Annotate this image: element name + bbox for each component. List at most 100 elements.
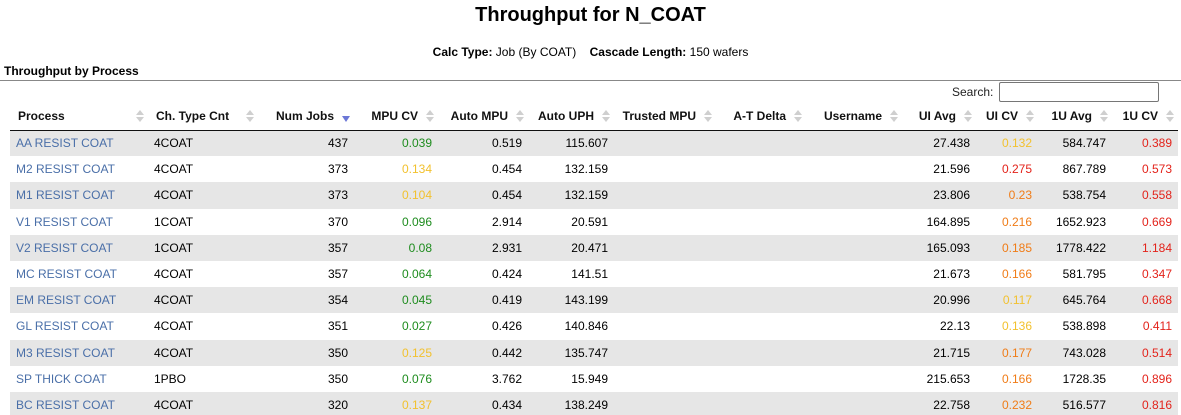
- cell-at-delta: [716, 182, 806, 209]
- cell-ui-cv: 0.232: [976, 391, 1038, 415]
- column-header-u1-cv[interactable]: 1U CV: [1112, 102, 1178, 131]
- cell-u1-avg: 1778.422: [1038, 234, 1112, 261]
- sort-icon[interactable]: [890, 110, 898, 123]
- cell-mpu-cv: 0.045: [354, 287, 438, 314]
- cell-username: [806, 234, 902, 261]
- cell-ui-cv: 0.136: [976, 313, 1038, 340]
- sort-icon[interactable]: [516, 110, 524, 123]
- column-header-label: MPU CV: [371, 108, 418, 123]
- process-link[interactable]: M1 RESIST COAT: [16, 188, 115, 203]
- column-header-username[interactable]: Username: [806, 102, 902, 131]
- process-link[interactable]: SP THICK COAT: [16, 371, 107, 386]
- column-header-label: UI CV: [985, 108, 1018, 123]
- column-header-label: Username: [823, 108, 882, 123]
- cell-num-jobs: 357: [258, 234, 354, 261]
- table-row: M2 RESIST COAT 4COAT 373 0.134 0.454 132.159 2…: [10, 156, 1178, 183]
- process-link[interactable]: M3 RESIST COAT: [16, 345, 115, 360]
- cell-trusted-mpu: [614, 339, 716, 366]
- cell-ch-type-cnt: 4COAT: [148, 130, 258, 157]
- process-link[interactable]: GL RESIST COAT: [16, 319, 114, 334]
- table-row: MC RESIST COAT 4COAT 357 0.064 0.424 141.51 21…: [10, 260, 1178, 288]
- cell-auto-mpu: 0.519: [438, 130, 528, 157]
- sort-icon[interactable]: [1100, 110, 1108, 123]
- column-header-label: Auto MPU: [450, 108, 508, 123]
- cell-num-jobs: 437: [258, 130, 354, 157]
- process-link[interactable]: M2 RESIST COAT: [16, 162, 115, 177]
- sort-icon[interactable]: [964, 110, 972, 123]
- calc-info-line: Calc Type: Job (By COAT) Cascade Length:…: [0, 45, 1181, 59]
- cell-u1-avg: 538.754: [1038, 182, 1112, 209]
- process-link[interactable]: EM RESIST COAT: [16, 293, 117, 308]
- sort-icon[interactable]: [246, 110, 254, 123]
- cell-username: [806, 339, 902, 366]
- process-link[interactable]: V2 RESIST COAT: [16, 240, 113, 255]
- search-input[interactable]: [999, 82, 1160, 102]
- process-link[interactable]: AA RESIST COAT: [16, 136, 114, 151]
- cell-auto-uph: 141.51: [528, 260, 614, 288]
- cell-auto-mpu: 3.762: [438, 365, 528, 392]
- column-header-label: UI Avg: [918, 108, 956, 123]
- column-header-auto-uph[interactable]: Auto UPH: [528, 102, 614, 131]
- column-header-ui-cv[interactable]: UI CV: [976, 102, 1038, 131]
- column-header-process[interactable]: Process: [10, 102, 148, 131]
- cell-ui-avg: 23.806: [902, 182, 976, 209]
- cell-auto-uph: 132.159: [528, 182, 614, 209]
- process-link[interactable]: BC RESIST COAT: [16, 397, 115, 412]
- cell-num-jobs: 357: [258, 260, 354, 288]
- sort-icon[interactable]: [1166, 110, 1174, 123]
- column-header-u1-avg[interactable]: 1U Avg: [1038, 102, 1112, 131]
- cell-ch-type-cnt: 4COAT: [148, 182, 258, 209]
- calc-type-value: Job (By COAT): [495, 45, 577, 59]
- throughput-table: Process Ch. Type Cnt Num Jobs MPU CV Auto MP…: [10, 102, 1178, 415]
- process-link[interactable]: V1 RESIST COAT: [16, 214, 113, 229]
- cell-username: [806, 287, 902, 314]
- cell-mpu-cv: 0.076: [354, 365, 438, 392]
- sort-icon[interactable]: [704, 110, 712, 123]
- cell-at-delta: [716, 313, 806, 340]
- column-header-auto-mpu[interactable]: Auto MPU: [438, 102, 528, 131]
- column-header-mpu-cv[interactable]: MPU CV: [354, 102, 438, 131]
- sort-icon[interactable]: [602, 110, 610, 123]
- column-header-at-delta[interactable]: A-T Delta: [716, 102, 806, 131]
- cell-ch-type-cnt: 4COAT: [148, 287, 258, 314]
- table-row: BC RESIST COAT 4COAT 320 0.137 0.434 138.249 2…: [10, 391, 1178, 415]
- cell-at-delta: [716, 365, 806, 392]
- table-body: AA RESIST COAT 4COAT 437 0.039 0.519 115.607 2…: [10, 130, 1178, 415]
- column-header-trusted-mpu[interactable]: Trusted MPU: [614, 102, 716, 131]
- cell-at-delta: [716, 391, 806, 415]
- sort-descending-icon[interactable]: [342, 116, 350, 122]
- process-link[interactable]: MC RESIST COAT: [16, 267, 117, 282]
- sort-icon[interactable]: [426, 110, 434, 123]
- sort-icon[interactable]: [1026, 110, 1034, 123]
- column-header-num-jobs[interactable]: Num Jobs: [258, 102, 354, 131]
- column-header-label: Process: [18, 108, 65, 123]
- cell-ui-cv: 0.23: [976, 182, 1038, 209]
- cell-ui-cv: 0.166: [976, 365, 1038, 392]
- cell-process: V2 RESIST COAT: [10, 234, 148, 261]
- cell-ui-cv: 0.117: [976, 287, 1038, 314]
- column-header-ch-type-cnt[interactable]: Ch. Type Cnt: [148, 102, 258, 131]
- cell-ch-type-cnt: 1COAT: [148, 208, 258, 235]
- cell-at-delta: [716, 208, 806, 235]
- cell-u1-cv: 0.669: [1112, 208, 1178, 235]
- sort-icon[interactable]: [136, 110, 144, 123]
- column-header-label: A-T Delta: [733, 108, 786, 123]
- cell-ui-cv: 0.275: [976, 156, 1038, 183]
- cell-u1-avg: 743.028: [1038, 339, 1112, 366]
- cell-u1-cv: 0.668: [1112, 287, 1178, 314]
- sort-icon[interactable]: [794, 110, 802, 123]
- cell-ui-avg: 20.996: [902, 287, 976, 314]
- cell-u1-cv: 0.573: [1112, 156, 1178, 183]
- cell-trusted-mpu: [614, 365, 716, 392]
- cell-username: [806, 182, 902, 209]
- cell-u1-avg: 645.764: [1038, 287, 1112, 314]
- cell-ch-type-cnt: 4COAT: [148, 156, 258, 183]
- cell-mpu-cv: 0.104: [354, 182, 438, 209]
- cell-u1-cv: 0.896: [1112, 365, 1178, 392]
- cascade-length-value: 150 wafers: [689, 45, 749, 59]
- cell-auto-uph: 20.591: [528, 208, 614, 235]
- column-header-label: Ch. Type Cnt: [156, 108, 230, 123]
- cell-mpu-cv: 0.027: [354, 313, 438, 340]
- column-header-label: Auto UPH: [538, 108, 594, 123]
- column-header-ui-avg[interactable]: UI Avg: [902, 102, 976, 131]
